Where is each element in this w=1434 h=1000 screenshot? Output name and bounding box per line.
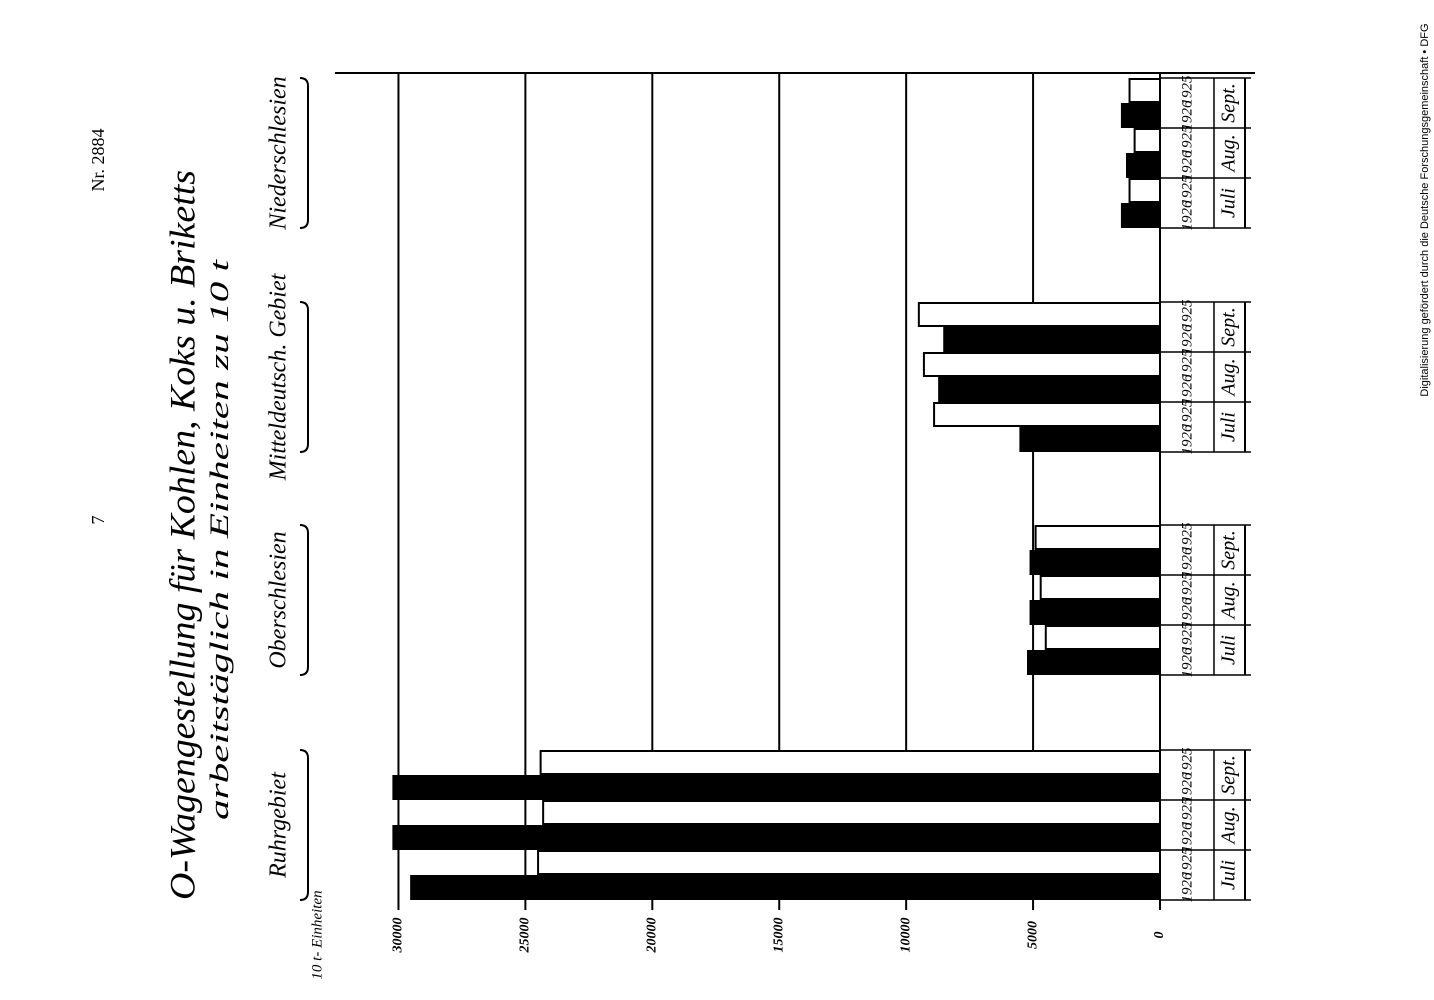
- legend-year: 1926: [1179, 597, 1195, 628]
- group-brace: [299, 749, 309, 901]
- month-label: Sept.: [1218, 755, 1240, 794]
- bar: [1019, 427, 1162, 452]
- month-label: Aug.: [1218, 806, 1240, 845]
- legend-year: 1925: [1179, 349, 1195, 380]
- group-label: Oberschlesien: [266, 531, 292, 668]
- legend-year: 1925: [1179, 622, 1195, 653]
- legend-year: 1925: [1179, 572, 1195, 603]
- bar: [933, 402, 1161, 427]
- legend-year: 1926: [1179, 150, 1195, 181]
- x-tick-label: 30000: [391, 918, 406, 954]
- legend-year: 1925: [1179, 75, 1195, 106]
- plot: 0 5000 10000 15000 20000 25000 30000 Ruhrgebiet…: [266, 72, 1255, 954]
- legend-year: 1926: [1179, 100, 1195, 131]
- x-tick-label: 5000: [1025, 921, 1040, 949]
- group-label: Niederschlesien: [266, 76, 292, 230]
- legend-year: 1926: [1179, 374, 1195, 405]
- group-brace: [299, 77, 309, 229]
- axis-label: 10 t- Einheiten: [309, 890, 325, 979]
- page-number: 7: [88, 516, 108, 525]
- bar: [1120, 203, 1162, 228]
- bar: [1044, 625, 1162, 650]
- x-tick-label: 10000: [898, 918, 913, 953]
- legend-year: 1925: [1179, 125, 1195, 156]
- legend-year: 1925: [1179, 175, 1195, 206]
- month-label: Sept.: [1218, 530, 1240, 569]
- legend-year: 1926: [1179, 547, 1195, 578]
- bar: [410, 875, 1161, 900]
- month-label: Juli: [1218, 188, 1240, 218]
- month-label: Sept.: [1218, 83, 1240, 122]
- bar: [1126, 153, 1161, 178]
- month-label: Juli: [1218, 860, 1240, 890]
- bar: [938, 377, 1162, 402]
- legend-year: 1926: [1179, 324, 1195, 355]
- month-label: Juli: [1218, 635, 1240, 665]
- legend-year: 1925: [1179, 847, 1195, 878]
- bar: [1128, 178, 1161, 203]
- month-label: Aug.: [1218, 134, 1240, 173]
- bar: [1034, 525, 1161, 550]
- legend-year: 1926: [1179, 822, 1195, 853]
- legend-year: 1925: [1179, 522, 1195, 553]
- legend-year: 1926: [1179, 200, 1195, 231]
- legend-year: 1925: [1179, 299, 1195, 330]
- bar: [1029, 550, 1161, 575]
- bar: [392, 825, 1161, 850]
- group-label: Ruhrgebiet: [266, 771, 292, 879]
- legend-year: 1926: [1179, 424, 1195, 455]
- bar: [542, 800, 1161, 825]
- doc-number: Nr. 2884: [88, 129, 108, 192]
- group-brace: [299, 524, 309, 676]
- chart-title: O-Wagengestellung für Kohlen, Koks u. Br…: [162, 170, 202, 900]
- month-label: Juli: [1218, 412, 1240, 442]
- month-label: Aug.: [1218, 581, 1240, 620]
- bar: [943, 327, 1161, 352]
- x-tick-label: 25000: [518, 918, 533, 954]
- bar: [922, 352, 1162, 377]
- group-label: Mitteldeutsch. Gebiet: [266, 272, 292, 481]
- chart-subtitle: arbeitstäglich in Einheiten zu 10 t: [205, 259, 234, 820]
- legend-year: 1926: [1179, 647, 1195, 678]
- bar: [1027, 650, 1161, 675]
- legend-year: 1925: [1179, 797, 1195, 828]
- bar: [1039, 575, 1161, 600]
- x-tick-label: 0: [1152, 932, 1167, 939]
- bar: [392, 775, 1161, 800]
- bar: [1133, 128, 1161, 153]
- group-brace: [299, 301, 309, 453]
- legend-year: 1926: [1179, 872, 1195, 903]
- credit: Digitalisierung gefördert durch die Deut…: [1419, 23, 1431, 396]
- legend-year: 1926: [1179, 772, 1195, 803]
- month-label: Sept.: [1218, 307, 1240, 346]
- bar: [1128, 78, 1161, 103]
- legend-year: 1925: [1179, 747, 1195, 778]
- x-tick-label: 15000: [771, 918, 786, 953]
- x-tick-label: 20000: [645, 918, 660, 954]
- month-label: Aug.: [1218, 358, 1240, 397]
- bar: [539, 750, 1161, 775]
- bar: [1029, 600, 1161, 625]
- bar: [917, 302, 1161, 327]
- bar: [1120, 103, 1162, 128]
- legend-year: 1925: [1179, 399, 1195, 430]
- bar: [537, 850, 1161, 875]
